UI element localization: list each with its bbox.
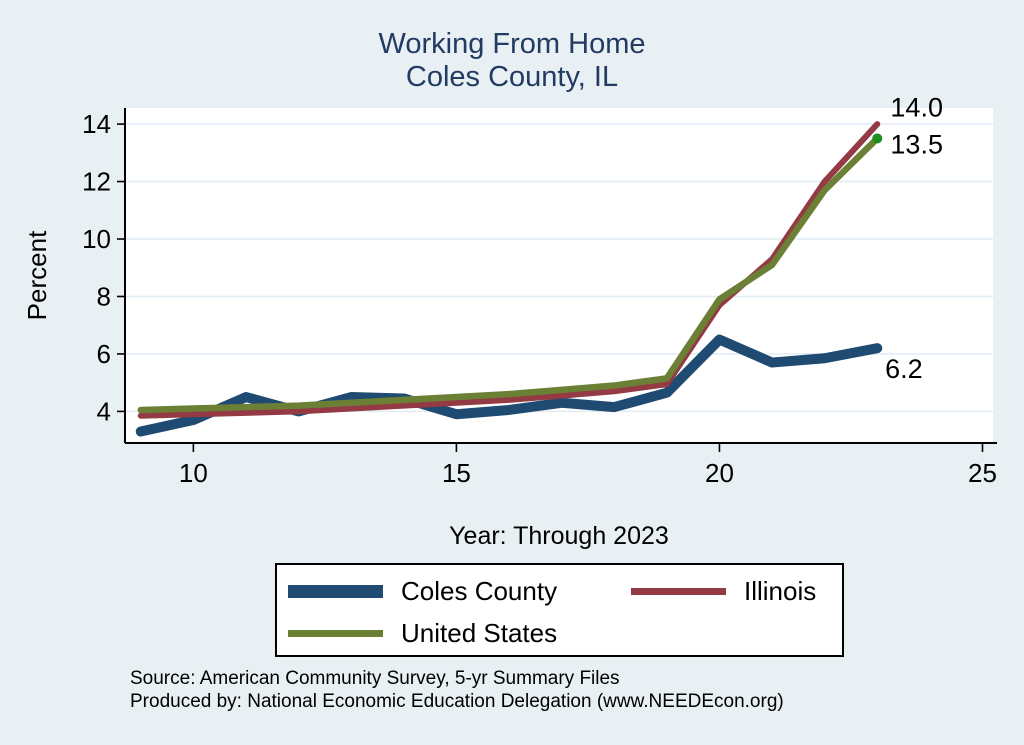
plot-area: 4 6 8 10 12 14 10 15 20 25 14.0 13.5 6.2 Percent Year:…: [22, 92, 997, 550]
legend-swatch-coles-county: [288, 584, 383, 598]
x-tick-label: 20: [705, 458, 734, 488]
x-tick-label: 10: [179, 458, 208, 488]
x-tick-label: 15: [442, 458, 471, 488]
y-tick-label: 4: [97, 396, 111, 426]
y-tick-label: 8: [97, 282, 111, 312]
end-value-annotation: 6.2: [885, 354, 923, 384]
produced-by-note: Produced by: National Economic Education…: [130, 691, 784, 712]
y-tick-label: 14: [82, 109, 111, 139]
legend-label-coles-county: Coles County: [401, 575, 558, 606]
end-value-annotation: 13.5: [890, 130, 943, 160]
series-line-coles-county: [135, 334, 883, 437]
legend-item-coles-county: Coles County: [288, 576, 631, 607]
chart-title-line2: Coles County, IL: [405, 61, 619, 93]
y-axis-title: Percent: [22, 230, 52, 320]
legend-swatch-illinois: [631, 587, 726, 595]
legend-swatch-united-states: [288, 629, 383, 637]
x-axis-title: Year: Through 2023: [449, 522, 669, 550]
legend-row: Coles County Illinois: [277, 570, 842, 612]
legend-row: United States: [277, 612, 842, 654]
y-tick-label: 6: [97, 339, 111, 369]
legend: Coles County Illinois United States: [275, 563, 844, 657]
chart-title-line1: Working From Home: [378, 28, 646, 60]
series-line-united-states: [137, 135, 881, 414]
series-end-marker-united-states: [872, 133, 883, 144]
footer-notes: Source: American Community Survey, 5-yr …: [130, 667, 784, 713]
y-tick-label: 10: [82, 224, 111, 254]
legend-item-united-states: United States: [288, 618, 631, 649]
source-note: Source: American Community Survey, 5-yr …: [130, 668, 620, 689]
y-tick-label: 12: [82, 167, 111, 197]
legend-label-united-states: United States: [401, 617, 558, 648]
legend-label-illinois: Illinois: [744, 575, 817, 606]
legend-item-illinois: Illinois: [631, 576, 816, 607]
chart-title: Working From Home Coles County, IL: [0, 28, 1024, 94]
x-tick-label: 25: [968, 458, 997, 488]
end-value-annotation: 14.0: [890, 92, 943, 122]
